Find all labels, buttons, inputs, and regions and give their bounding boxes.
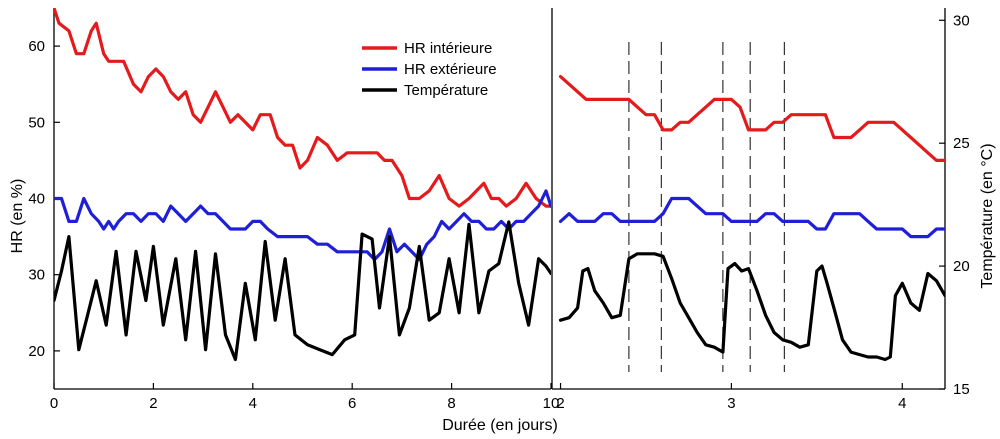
y-axis-title-left: HR (en %)	[9, 179, 26, 254]
y-tick-label-left: 40	[28, 191, 45, 208]
x-tick-label-left: 2	[149, 395, 157, 412]
legend-label-temperature: Température	[404, 82, 488, 99]
x-axis-title: Durée (en jours)	[442, 417, 558, 434]
y-tick-label-right: 25	[953, 135, 970, 152]
y-tick-label-right: 20	[953, 258, 970, 275]
y-tick-label-right: 30	[953, 12, 970, 29]
x-tick-label-right: 4	[898, 395, 906, 412]
y-tick-label-left: 30	[28, 267, 45, 284]
x-tick-label-left: 4	[249, 395, 257, 412]
x-tick-label-left: 8	[447, 395, 455, 412]
series-line-hr-exterieure	[54, 189, 551, 262]
x-tick-label-left: 0	[50, 395, 58, 412]
x-tick-label-left: 6	[348, 395, 356, 412]
series-line-temperature	[54, 220, 551, 362]
legend-label-hr-interieure: HR intérieure	[404, 40, 492, 57]
y-axis-title-right: Température (en °C)	[979, 143, 996, 288]
series-line-temperature	[558, 252, 945, 362]
y-tick-label-left: 60	[28, 38, 45, 55]
y-tick-label-left: 50	[28, 114, 45, 131]
x-tick-label-left: 10	[543, 395, 560, 412]
right-panel: 2 3 4 15 20 25 30	[551, 8, 970, 412]
legend-label-hr-exterieure: HR extérieure	[404, 61, 497, 78]
x-tick-label-right: 2	[556, 395, 564, 412]
x-tick-label-right: 3	[727, 395, 735, 412]
series-line-hr-interieure	[54, 8, 551, 208]
y-tick-label-left: 20	[28, 343, 45, 360]
legend: HR intérieure HR extérieure Température	[362, 40, 497, 99]
y-tick-label-right: 15	[953, 381, 970, 398]
left-panel: 20 30 40 50 60 0 2 4 6 8 10	[28, 8, 559, 412]
series-line-hr-interieure	[558, 74, 945, 162]
series-line-hr-exterieure	[558, 196, 945, 239]
